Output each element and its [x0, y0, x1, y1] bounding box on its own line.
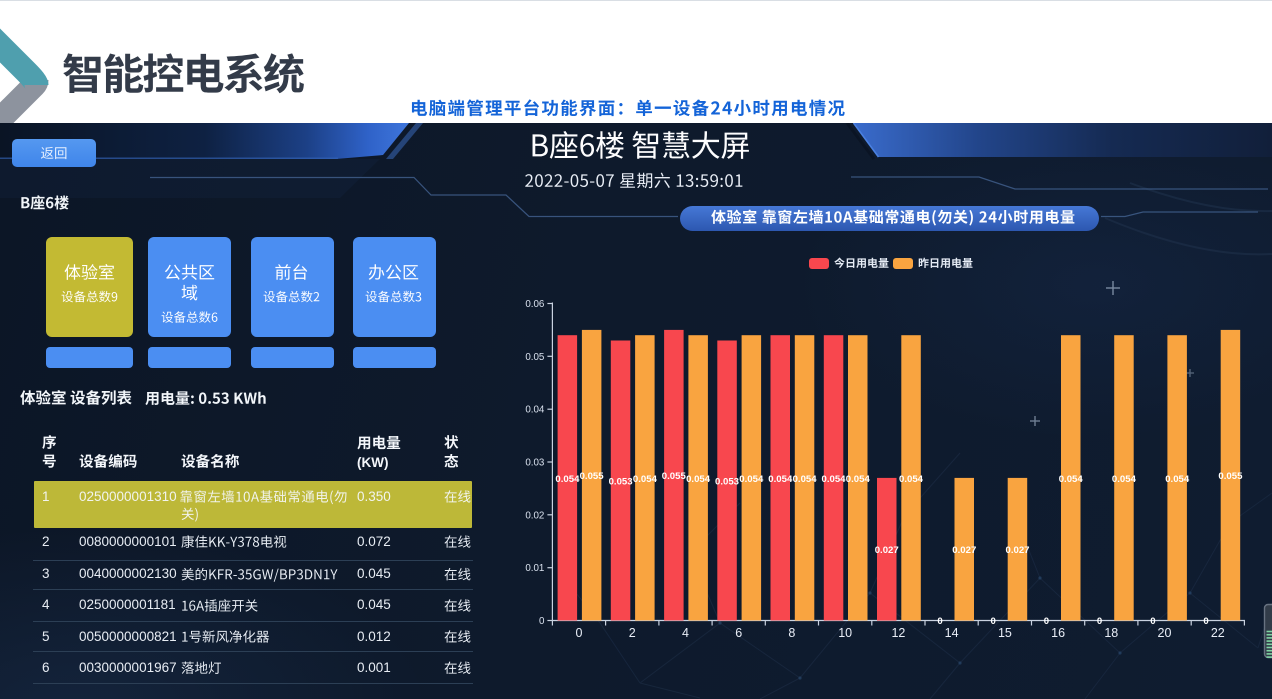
svg-text:0: 0: [991, 616, 996, 627]
svg-text:0.054: 0.054: [739, 474, 764, 485]
svg-text:0: 0: [1203, 616, 1208, 627]
svg-text:0.027: 0.027: [952, 545, 976, 556]
svg-text:0.06: 0.06: [525, 299, 545, 310]
svg-text:0.054: 0.054: [633, 474, 658, 485]
svg-text:16: 16: [1051, 626, 1065, 640]
svg-text:0.055: 0.055: [580, 471, 605, 482]
svg-text:0.054: 0.054: [1165, 474, 1190, 485]
svg-text:0: 0: [1150, 616, 1155, 627]
svg-text:0.053: 0.053: [715, 477, 739, 488]
svg-text:0.054: 0.054: [1059, 474, 1084, 485]
svg-text:12: 12: [891, 626, 905, 640]
svg-text:6: 6: [735, 626, 742, 640]
svg-text:0: 0: [1044, 616, 1049, 627]
svg-text:0.02: 0.02: [525, 510, 544, 521]
svg-text:0: 0: [539, 616, 545, 627]
svg-text:0.054: 0.054: [1112, 474, 1137, 485]
svg-text:0.054: 0.054: [686, 474, 711, 485]
svg-text:0.054: 0.054: [793, 474, 818, 485]
svg-text:0.027: 0.027: [1005, 545, 1029, 556]
svg-text:0.053: 0.053: [609, 477, 633, 488]
svg-text:0.054: 0.054: [821, 474, 846, 485]
svg-text:0.03: 0.03: [525, 458, 545, 469]
svg-text:0.054: 0.054: [555, 474, 580, 485]
svg-text:0.054: 0.054: [846, 474, 871, 485]
svg-text:2: 2: [629, 626, 636, 640]
svg-text:4: 4: [682, 626, 689, 640]
svg-text:0.055: 0.055: [1218, 471, 1243, 482]
svg-text:18: 18: [1104, 626, 1118, 640]
svg-text:0.05: 0.05: [525, 352, 545, 363]
svg-text:0.027: 0.027: [875, 545, 899, 556]
svg-text:14: 14: [945, 626, 959, 640]
svg-text:8: 8: [788, 626, 795, 640]
svg-text:0: 0: [1097, 616, 1102, 627]
svg-text:0.055: 0.055: [662, 471, 687, 482]
svg-text:0.01: 0.01: [525, 563, 544, 574]
svg-text:22: 22: [1211, 626, 1225, 640]
svg-text:0: 0: [576, 626, 583, 640]
svg-text:20: 20: [1158, 626, 1172, 640]
svg-text:10: 10: [838, 626, 852, 640]
svg-text:0: 0: [937, 616, 942, 627]
svg-text:0.04: 0.04: [525, 405, 545, 416]
svg-text:15: 15: [998, 626, 1012, 640]
svg-text:0.054: 0.054: [768, 474, 793, 485]
svg-text:0.054: 0.054: [899, 474, 924, 485]
